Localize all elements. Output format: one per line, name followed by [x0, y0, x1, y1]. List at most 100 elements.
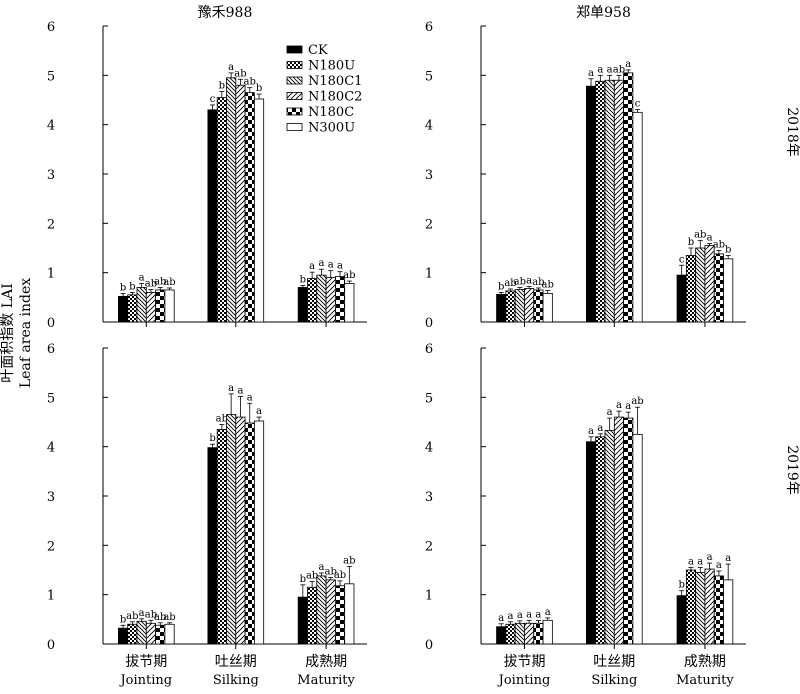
significance-label: a	[526, 609, 532, 620]
bar-ck	[496, 293, 507, 323]
significance-label: b	[129, 281, 135, 292]
significance-label: a	[625, 401, 631, 412]
y-tick-label: 1	[47, 267, 55, 282]
bar-n180c2	[524, 288, 535, 323]
significance-label: a	[139, 273, 145, 284]
bar-n180c1	[136, 287, 147, 323]
bar-n180c	[244, 92, 255, 323]
significance-label: ab	[694, 230, 706, 241]
bar-n180c	[155, 289, 166, 323]
bar-n180c1	[316, 575, 327, 645]
significance-label: ab	[514, 276, 526, 287]
significance-label: a	[707, 233, 713, 244]
y-tick-label: 4	[47, 119, 55, 134]
legend-label: CK	[308, 43, 328, 58]
significance-label: a	[607, 64, 613, 75]
bar-n300u	[253, 420, 265, 645]
significance-label: b	[678, 580, 684, 591]
bar-n300u	[723, 258, 734, 323]
significance-label: ab	[631, 396, 643, 407]
bar-n180c2	[235, 84, 246, 323]
significance-label: a	[309, 261, 315, 272]
significance-label: a	[139, 608, 145, 619]
y-axis-label-en: Leaf area index	[18, 278, 34, 388]
bar-n180c	[623, 72, 634, 323]
bar-ck	[117, 627, 129, 645]
y-tick-label: 0	[425, 638, 433, 653]
bar-n180c	[334, 276, 346, 323]
significance-label: ab	[163, 612, 175, 623]
bar-n300u	[542, 292, 553, 323]
significance-label: a	[318, 562, 324, 573]
category-label-en: Jointing	[497, 673, 551, 688]
significance-label: b	[219, 81, 225, 92]
significance-label: a	[337, 261, 343, 272]
significance-label: ab	[613, 64, 625, 75]
bar-n300u	[253, 98, 265, 323]
bar-n180c2	[145, 291, 156, 323]
bar-ck	[207, 447, 218, 645]
y-tick-label: 3	[425, 168, 433, 183]
significance-label: ab	[343, 270, 355, 281]
category-label-en: Maturity	[297, 673, 355, 688]
significance-label: c	[679, 254, 685, 265]
significance-label: a	[545, 607, 551, 618]
significance-label: b	[120, 282, 126, 293]
bar-n180c2	[613, 79, 624, 323]
bar-n180u	[307, 278, 318, 323]
y-axis-label-cn: 叶面积指数 LAI	[0, 283, 16, 382]
bar-n180c1	[316, 274, 327, 323]
bar-n180c1	[695, 247, 706, 323]
significance-label: b	[498, 281, 504, 292]
bar-ck	[496, 626, 507, 645]
significance-label: a	[328, 260, 334, 271]
bar-ck	[585, 85, 597, 323]
category-label-cn: 成熟期	[305, 654, 347, 670]
y-tick-label: 5	[47, 391, 55, 406]
y-tick-label: 3	[47, 168, 55, 183]
bar-n180c2	[613, 416, 624, 645]
category-label-en: Silking	[591, 673, 637, 688]
bar-ck	[676, 595, 687, 645]
y-tick-label: 0	[425, 316, 433, 331]
bar-n180u	[307, 586, 318, 645]
bar-n180u	[127, 294, 138, 323]
significance-label: ab	[154, 276, 166, 287]
bar-n180c2	[325, 277, 336, 323]
bar-n180c	[533, 289, 544, 323]
significance-label: a	[588, 426, 594, 437]
bar-n300u	[344, 583, 355, 645]
significance-label: a	[597, 423, 603, 434]
legend-swatch	[286, 45, 303, 54]
bar-n180c	[533, 622, 544, 645]
bar-n300u	[632, 111, 643, 323]
y-tick-label: 4	[425, 119, 433, 134]
y-tick-label: 6	[425, 20, 433, 35]
significance-label: ab	[145, 609, 157, 620]
bar-n300u	[723, 579, 734, 645]
significance-label: a	[597, 64, 603, 75]
bar-n180c2	[235, 416, 246, 645]
significance-label: a	[247, 392, 253, 403]
significance-label: ab	[234, 68, 246, 79]
category-label-cn: 吐丝期	[593, 654, 635, 670]
bar-n180c2	[325, 579, 336, 645]
bar-n180c1	[695, 572, 706, 645]
bar-n300u	[164, 289, 175, 323]
significance-label: b	[725, 244, 731, 255]
bar-n180c1	[514, 289, 525, 323]
y-tick-label: 0	[47, 638, 55, 653]
bar-n180c	[713, 253, 724, 323]
y-tick-label: 6	[47, 20, 55, 35]
significance-label: a	[498, 613, 504, 624]
significance-label: ab	[343, 556, 355, 567]
bar-n180u	[685, 569, 697, 645]
bar-n180c2	[145, 622, 156, 645]
y-tick-label: 0	[47, 316, 55, 331]
significance-label: a	[688, 557, 694, 568]
significance-label: ab	[306, 570, 318, 581]
